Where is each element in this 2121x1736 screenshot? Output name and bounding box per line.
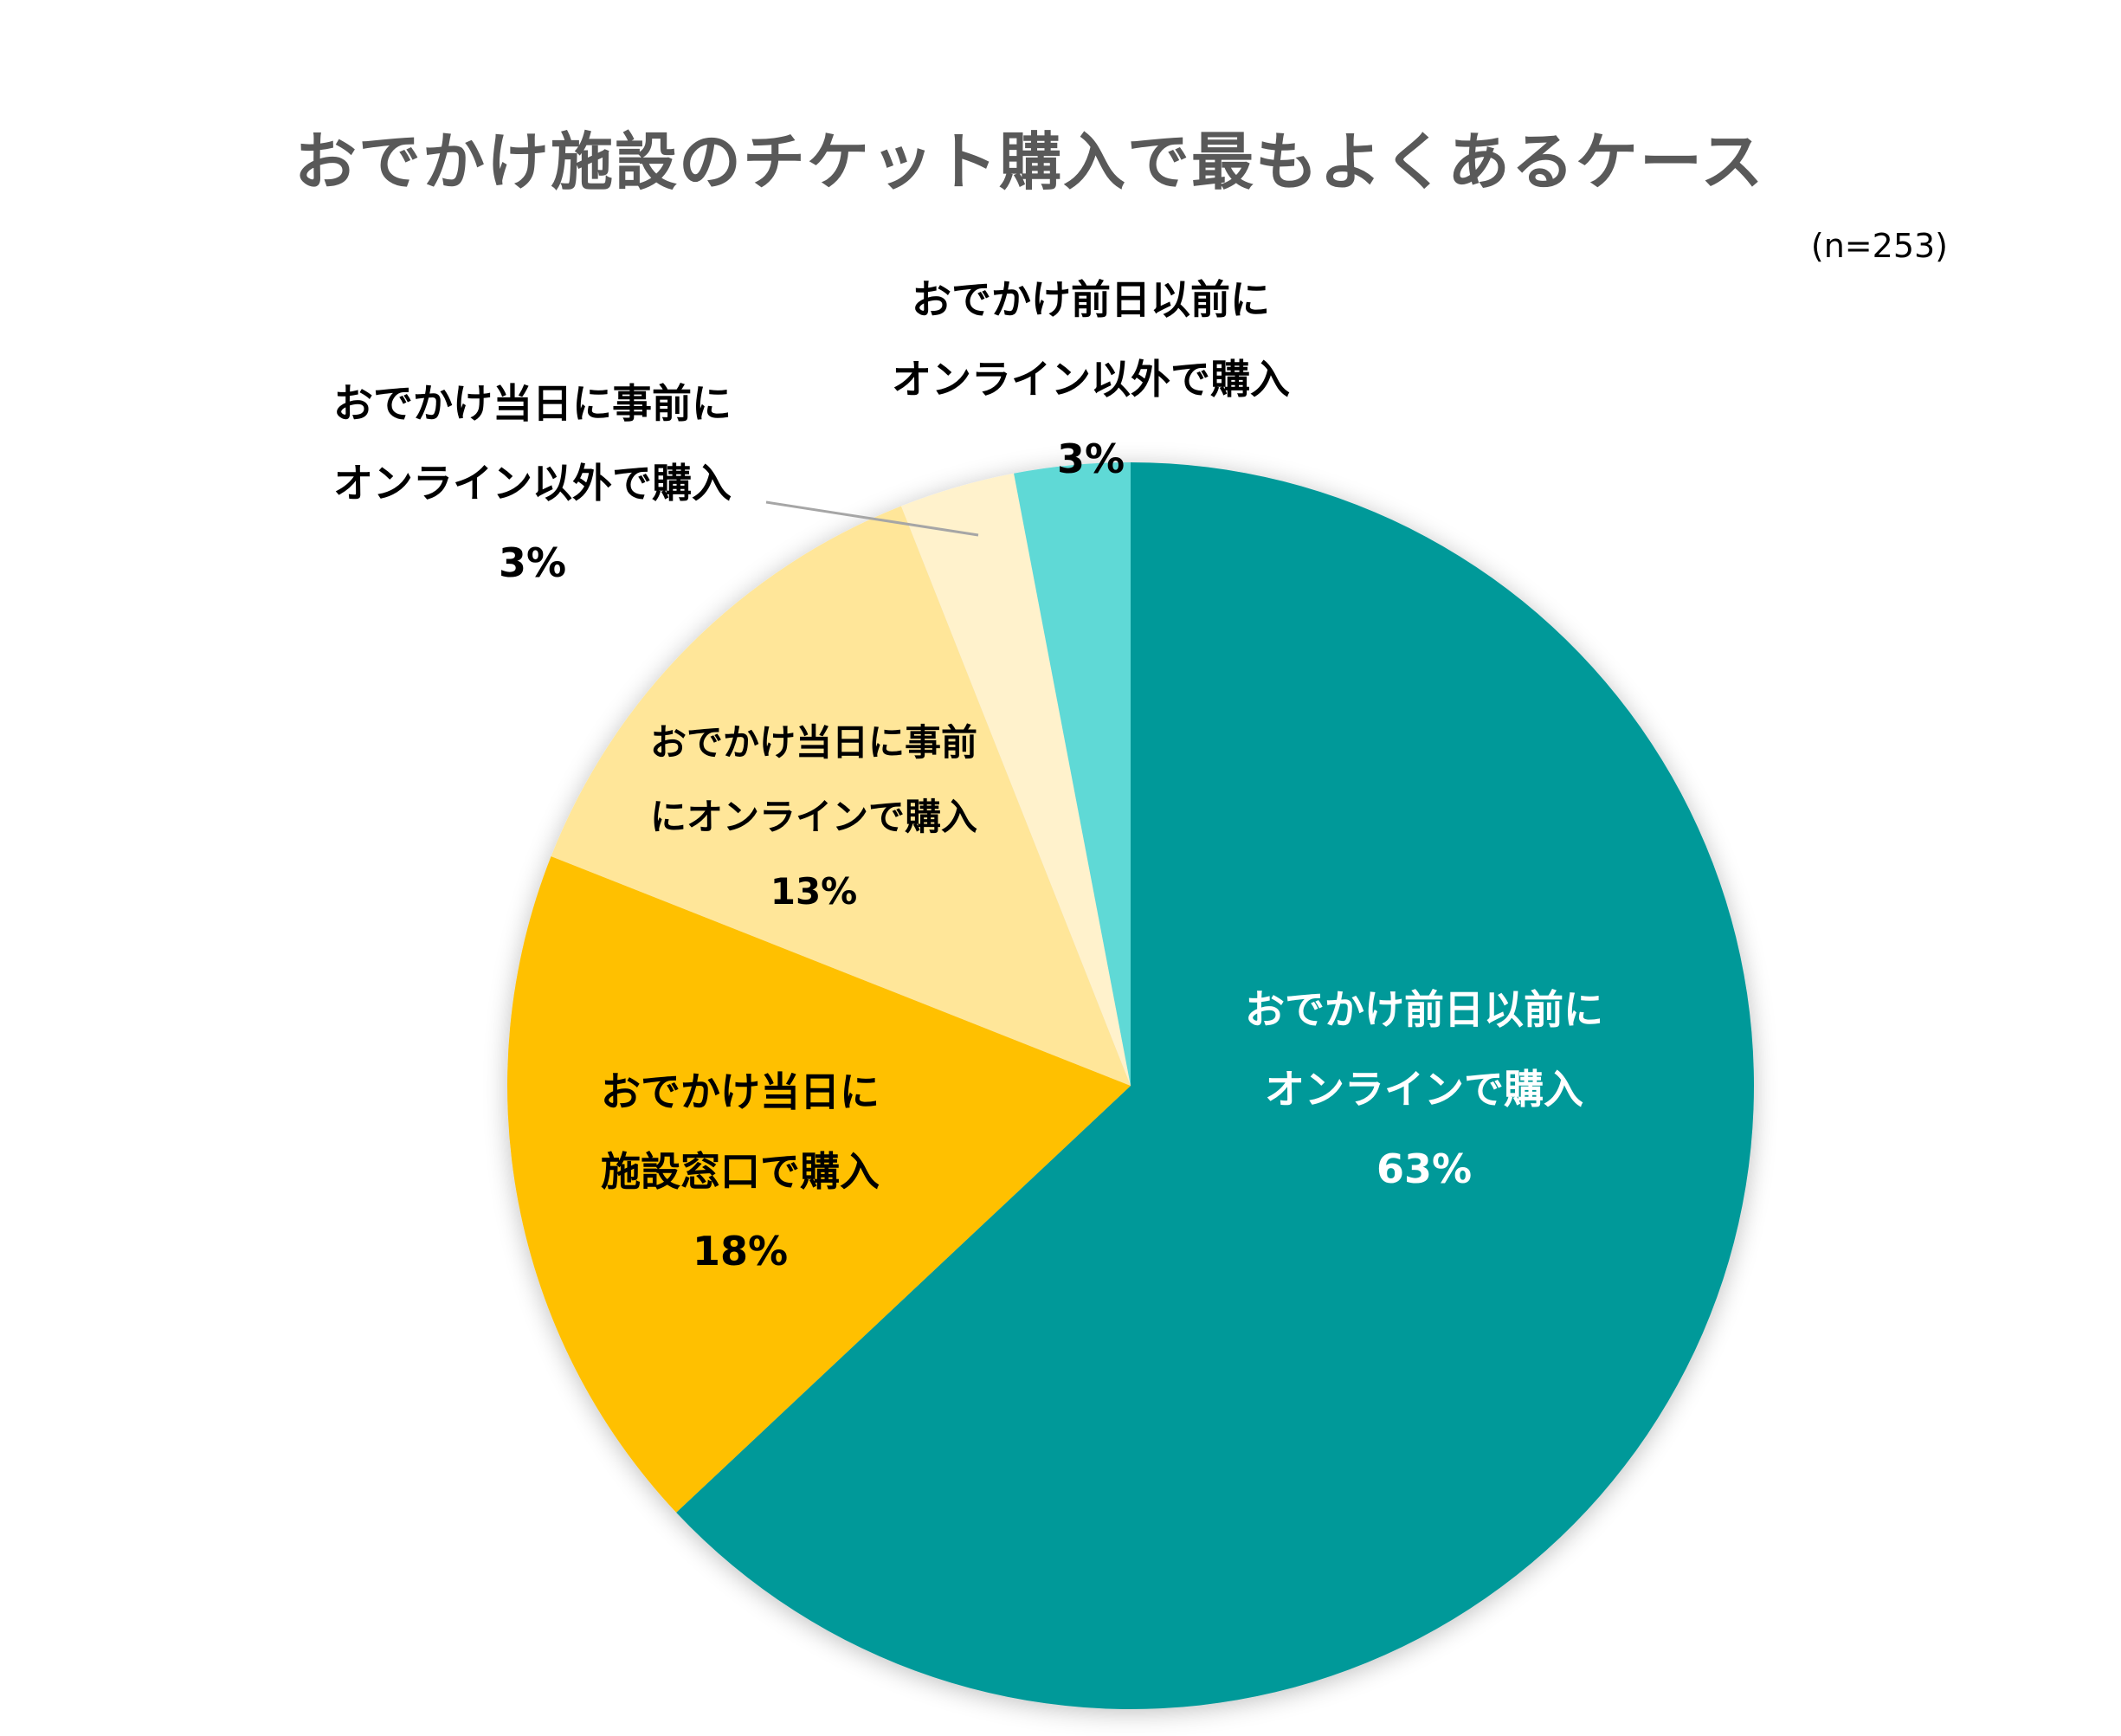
- label-line: おでかけ当日に事前に: [333, 380, 732, 427]
- slice-label-offline-same-day: おでかけ当日に事前に オンライン以外で購入 3%: [277, 364, 788, 603]
- pie-slice: [1014, 462, 1131, 1086]
- label-pct: 3%: [1056, 436, 1125, 482]
- label-pct: 18%: [692, 1228, 789, 1275]
- label-line: オンライン以外で購入: [892, 356, 1290, 403]
- label-pct: 13%: [770, 870, 858, 913]
- slice-label-online-same-day: おでかけ当日に事前 にオンラインで購入 13%: [597, 706, 1030, 929]
- chart-title: おでかけ施設のチケット購入で最もよくあるケース: [294, 126, 1765, 198]
- label-line: おでかけ当日に事前: [649, 721, 977, 764]
- sample-size-label: (n=253): [1810, 227, 1948, 265]
- label-pct: 3%: [498, 539, 567, 586]
- pie-slice: [551, 506, 1131, 1086]
- pie-slices: [507, 462, 1754, 1709]
- slice-label-counter-same-day: おでかけ当日に 施設窓口で購入 18%: [545, 1052, 935, 1291]
- label-line: おでかけ前日以前に: [912, 276, 1270, 323]
- pie-slice: [676, 462, 1754, 1709]
- label-pct: 63%: [1376, 1146, 1473, 1192]
- label-line: オンラインで購入: [1265, 1066, 1583, 1113]
- slice-label-online-before: おでかけ前日以前に オンラインで購入 63%: [1208, 970, 1641, 1209]
- label-line: 施設窓口で購入: [601, 1148, 880, 1195]
- slice-label-offline-before: おでかけ前日以前に オンライン以外で購入 3%: [831, 260, 1351, 499]
- label-line: にオンラインで購入: [649, 796, 977, 838]
- pie-slice: [507, 855, 1131, 1513]
- label-line: おでかけ前日以前に: [1245, 986, 1603, 1033]
- label-line: おでかけ当日に: [601, 1068, 880, 1115]
- label-line: オンライン以外で購入: [333, 460, 732, 507]
- pie-slice: [900, 473, 1131, 1086]
- leader-line: [765, 500, 979, 537]
